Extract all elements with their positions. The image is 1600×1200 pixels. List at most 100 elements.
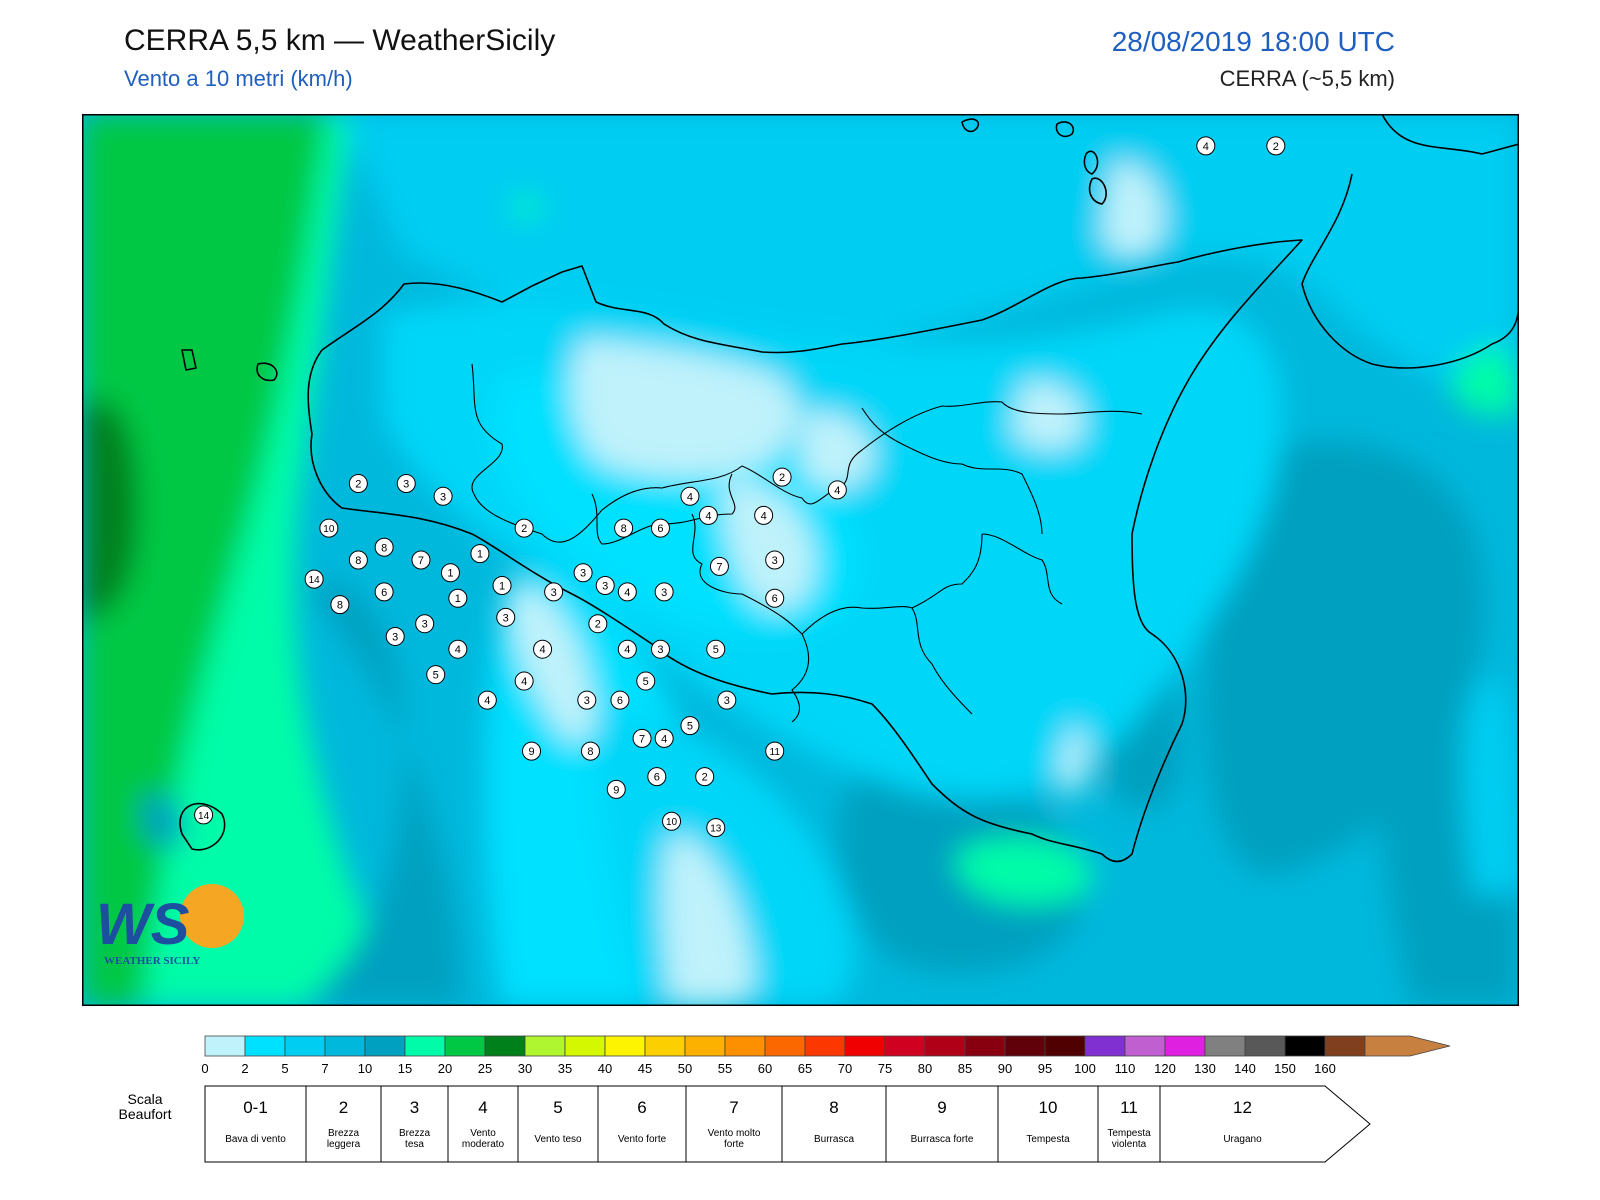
legend-swatch — [364, 1035, 406, 1057]
station-value: 10 — [666, 817, 678, 828]
beaufort-cell: 10 Tempesta — [997, 1085, 1099, 1163]
legend-swatch — [804, 1035, 846, 1057]
station-marker: 3 — [717, 690, 737, 710]
station-marker: 4 — [827, 480, 847, 500]
station-marker: 1 — [470, 544, 490, 564]
station-marker: 4 — [533, 639, 553, 659]
legend-swatch — [604, 1035, 646, 1057]
legend-tick-label: 150 — [1274, 1061, 1296, 1075]
wind-speed-legend: 0 2 5 7 10 15 20 25 30 35 40 45 50 55 60 65 70 75 80 85 90 95… — [201, 1035, 1451, 1075]
legend-tick-label: 0 — [201, 1061, 208, 1075]
station-value: 2 — [702, 772, 708, 784]
station-value: 4 — [624, 644, 630, 656]
station-marker: 7 — [411, 550, 431, 570]
station-value: 7 — [716, 561, 722, 573]
legend-swatches — [204, 1035, 1451, 1057]
beaufort-force: 9 — [937, 1098, 946, 1117]
station-marker: 3 — [577, 690, 597, 710]
station-value: 3 — [551, 587, 557, 599]
svg-text:WS: WS — [96, 892, 190, 957]
station-marker: 4 — [617, 582, 637, 602]
station-value: 7 — [418, 555, 424, 567]
station-marker: 5 — [426, 665, 446, 685]
station-value: 4 — [1203, 141, 1209, 153]
station-marker: 3 — [595, 575, 615, 595]
station-marker: 4 — [698, 505, 718, 525]
legend-swatch — [324, 1035, 366, 1057]
station-value: 1 — [447, 568, 453, 580]
station-value: 8 — [355, 555, 361, 567]
station-marker: 8 — [580, 741, 600, 761]
station-value: 3 — [580, 568, 586, 580]
station-value: 6 — [381, 587, 387, 599]
map-subtitle: Vento a 10 metri (km/h) — [124, 66, 353, 91]
weathersicily-logo: WS WEATHER SICILY — [96, 884, 244, 967]
station-marker: 1 — [492, 575, 512, 595]
station-marker: 9 — [522, 741, 542, 761]
legend-tick-label: 100 — [1074, 1061, 1096, 1075]
station-value: 3 — [503, 612, 509, 624]
beaufort-cell: 7 Vento molto forte — [685, 1085, 783, 1163]
legend-swatch — [1364, 1035, 1451, 1057]
station-value: 3 — [440, 491, 446, 503]
station-marker: 14 — [304, 569, 324, 589]
station-value: 3 — [661, 587, 667, 599]
station-value: 2 — [779, 472, 785, 484]
station-value: 4 — [687, 491, 693, 503]
station-marker: 1 — [448, 588, 468, 608]
station-value: 7 — [639, 733, 645, 745]
station-marker: 1 — [440, 563, 460, 583]
station-value: 2 — [595, 619, 601, 631]
beaufort-name: Vento teso — [534, 1134, 582, 1145]
station-value: 3 — [657, 644, 663, 656]
station-value: 9 — [613, 784, 619, 796]
legend-tick-label: 60 — [758, 1061, 772, 1075]
station-value: 8 — [381, 542, 387, 554]
legend-tick-label: 30 — [518, 1061, 532, 1075]
station-value: 4 — [540, 644, 546, 656]
station-value: 11 — [770, 747, 781, 758]
station-marker: 8 — [348, 550, 368, 570]
station-value: 4 — [761, 510, 767, 522]
station-value: 1 — [499, 580, 505, 592]
station-value: 3 — [724, 695, 730, 707]
beaufort-force: 0-1 — [243, 1098, 268, 1117]
station-marker: 9 — [606, 779, 626, 799]
beaufort-name: Tempesta violenta — [1107, 1128, 1151, 1150]
station-value: 1 — [455, 593, 461, 605]
station-marker: 2 — [772, 467, 792, 487]
forecast-datetime: 28/08/2019 18:00 UTC — [1111, 26, 1395, 57]
beaufort-cells: 0-1 Bava di vento 2 Brezza leggera 3 Brezza tes… — [204, 1085, 1371, 1163]
station-marker: 4 — [1196, 136, 1216, 156]
legend-tick-label: 70 — [838, 1061, 852, 1075]
legend-swatch — [204, 1035, 246, 1057]
station-marker: 5 — [706, 639, 726, 659]
legend-tick-label: 65 — [798, 1061, 812, 1075]
legend-tick-label: 2 — [241, 1061, 248, 1075]
legend-swatch — [924, 1035, 966, 1057]
station-marker: 2 — [514, 518, 534, 538]
station-value: 8 — [587, 746, 593, 758]
legend-tick-label: 85 — [958, 1061, 972, 1075]
station-value: 6 — [772, 593, 778, 605]
station-marker: 4 — [754, 505, 774, 525]
station-marker: 8 — [614, 518, 634, 538]
station-marker: 4 — [680, 486, 700, 506]
legend-swatch — [1204, 1035, 1246, 1057]
beaufort-name: Brezza leggera — [327, 1128, 361, 1150]
legend-swatch — [1124, 1035, 1166, 1057]
beaufort-force: 8 — [829, 1098, 838, 1117]
station-value: 5 — [687, 721, 693, 733]
station-value: 2 — [355, 479, 361, 491]
beaufort-scale: Scala Beaufort 0-1 Bava di vento 2 Brezza leg… — [119, 1085, 1371, 1163]
station-marker: 3 — [385, 626, 405, 646]
station-marker: 8 — [330, 595, 350, 615]
station-value: 9 — [528, 746, 534, 758]
legend-swatch — [764, 1035, 806, 1057]
station-value: 5 — [643, 676, 649, 688]
station-marker: 2 — [588, 614, 608, 634]
legend-tick-label: 35 — [558, 1061, 572, 1075]
legend-tick-label: 5 — [281, 1061, 288, 1075]
